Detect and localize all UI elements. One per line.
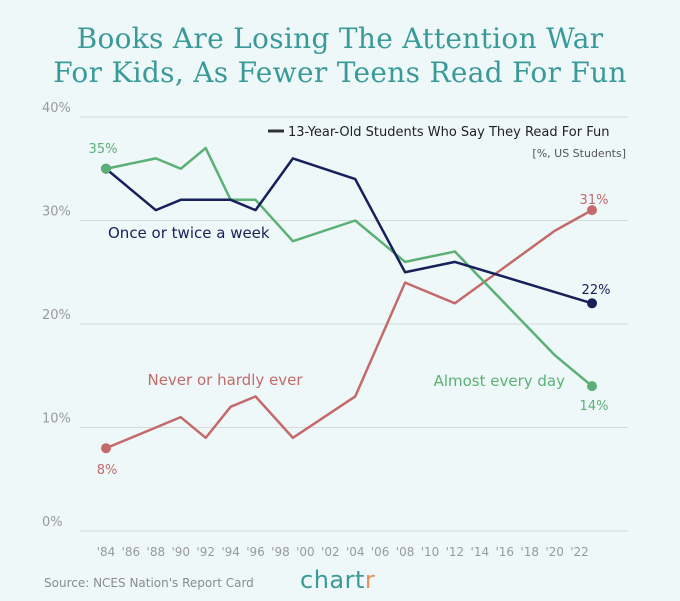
series-line <box>105 157 593 305</box>
data-point <box>101 443 111 454</box>
x-tick-label: '22 <box>570 545 589 559</box>
series-name-label: Never or hardly ever <box>147 371 303 389</box>
data-label: 31% <box>580 193 609 208</box>
legend-label: 13-Year-Old Students Who Say They Read F… <box>288 125 609 140</box>
x-tick-label: '12 <box>446 545 465 559</box>
x-tick-label: '98 <box>271 545 290 559</box>
x-tick-label: '14 <box>471 545 490 559</box>
chart-title: Books Are Losing The Attention War For K… <box>0 22 680 90</box>
x-axis: '84 '86 '88 '90 '92 '94 '96 '98 '00 '02 '04 '06 '08 '… <box>97 545 589 559</box>
x-tick-label: '94 <box>221 545 240 559</box>
series-points <box>101 163 597 454</box>
x-tick-label: '88 <box>147 545 166 559</box>
y-tick-label: 40% <box>42 101 71 116</box>
data-label: 14% <box>580 399 609 414</box>
legend-unit: [%, US Students] <box>532 147 626 160</box>
x-tick-label: '92 <box>196 545 215 559</box>
x-tick-label: '04 <box>346 545 365 559</box>
data-label: 35% <box>89 142 118 157</box>
x-tick-label: '00 <box>296 545 315 559</box>
x-tick-label: '20 <box>545 545 564 559</box>
brand-logo: chartr <box>300 566 375 594</box>
x-tick-label: '08 <box>396 545 415 559</box>
series-labels: Once or twice a week 22% Almost every day 1… <box>89 142 611 478</box>
series-name-label: Once or twice a week <box>108 224 270 242</box>
x-tick-label: '16 <box>495 545 514 559</box>
x-tick-label: '10 <box>421 545 440 559</box>
y-tick-label: 0% <box>42 515 63 530</box>
data-point <box>587 298 597 309</box>
x-tick-label: '90 <box>171 545 190 559</box>
brand-logo-accent: r <box>364 566 376 594</box>
data-label: 8% <box>97 463 118 478</box>
y-tick-label: 10% <box>42 412 71 427</box>
series-line <box>105 146 593 388</box>
x-tick-label: '06 <box>371 545 390 559</box>
series-lines <box>105 146 593 450</box>
x-tick-label: '84 <box>97 545 116 559</box>
x-tick-label: '86 <box>122 545 141 559</box>
x-tick-label: '18 <box>520 545 539 559</box>
grid-lines <box>80 116 628 532</box>
data-point <box>587 381 597 392</box>
brand-logo-main: chart <box>300 566 365 594</box>
y-tick-label: 30% <box>42 205 71 220</box>
chart-title-line-2: For Kids, As Fewer Teens Read For Fun <box>53 56 627 89</box>
y-axis: 0% 10% 20% 30% 40% <box>42 101 71 530</box>
source-note: Source: NCES Nation's Report Card <box>44 576 254 590</box>
x-tick-label: '96 <box>246 545 265 559</box>
x-tick-label: '02 <box>321 545 340 559</box>
chart-title-line-1: Books Are Losing The Attention War <box>76 22 604 55</box>
data-point <box>587 205 597 216</box>
data-label: 22% <box>582 283 611 298</box>
series-line <box>105 209 593 450</box>
series-name-label: Almost every day <box>434 372 566 390</box>
legend: 13-Year-Old Students Who Say They Read F… <box>268 125 626 160</box>
data-point <box>101 163 111 174</box>
y-tick-label: 20% <box>42 308 71 323</box>
